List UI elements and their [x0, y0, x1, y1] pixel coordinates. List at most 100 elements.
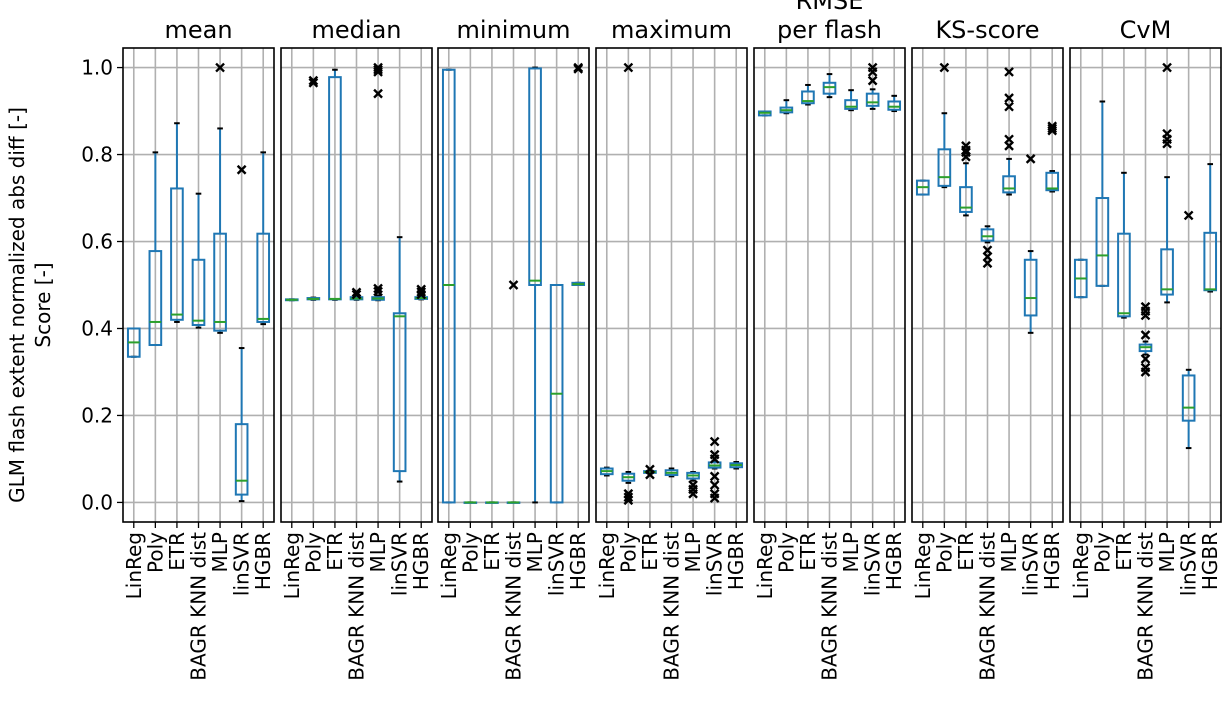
outlier-marker [1162, 62, 1172, 73]
x-tick-label: linSVR [388, 532, 412, 596]
box-iqr [1117, 232, 1131, 318]
box-iqr [256, 232, 271, 323]
outlier-marker [351, 287, 362, 298]
y-axis-label-group: GLM flash extent normalized abs diff [-]… [5, 107, 55, 503]
outlier-marker [709, 436, 720, 447]
x-tick-label: linSVR [861, 532, 885, 596]
box-bagr-knn-dist [822, 73, 837, 99]
box-hgbr [729, 460, 744, 470]
box-iqr [392, 312, 407, 473]
x-tick-label: MLP [523, 532, 547, 572]
box-linreg [441, 68, 456, 504]
x-tick-label: BAGR KNN dist [1134, 532, 1158, 681]
box-linreg [126, 327, 141, 358]
box-linsvr [234, 164, 249, 503]
box-poly [463, 501, 478, 504]
outlier-marker [1004, 93, 1014, 103]
x-tick-label: Poly [1090, 532, 1114, 573]
box-iqr [887, 100, 902, 111]
box-mlp [686, 470, 700, 499]
outlier-marker [709, 488, 720, 499]
box-linsvr [549, 284, 564, 504]
box-iqr [528, 67, 542, 286]
outlier-marker [961, 140, 971, 151]
y-axis-label-line-1: GLM flash extent normalized abs diff [-] [5, 107, 29, 503]
x-tick-label: HGBR [1040, 532, 1064, 590]
box-iqr [937, 148, 952, 187]
panel-title: CvM [1120, 16, 1172, 44]
panel-title: minimum [457, 16, 571, 44]
y-tick-label: 1.0 [81, 56, 113, 80]
outlier-marker [416, 284, 427, 295]
x-tick-label: Poly [143, 532, 167, 573]
outlier-marker [623, 488, 634, 499]
box-linsvr [1023, 154, 1038, 334]
box-poly [621, 62, 636, 506]
x-tick-label: linSVR [703, 532, 727, 596]
x-tick-label: BAGR KNN dist [345, 532, 369, 681]
x-tick-label: MLP [366, 532, 390, 572]
x-tick-label: ETR [638, 532, 662, 571]
box-poly [779, 99, 794, 115]
box-iqr [959, 186, 973, 213]
x-tick-label: ETR [323, 532, 347, 571]
box-etr [328, 68, 342, 301]
x-tick-label: linSVR [230, 532, 254, 596]
x-tick-label: MLP [208, 532, 232, 572]
box-poly [148, 151, 163, 347]
x-tick-label: HGBR [724, 532, 748, 590]
box-mlp [1002, 67, 1016, 196]
panel-title: per flash [777, 16, 882, 44]
box-bagr-knn-dist [506, 280, 521, 504]
box-poly [937, 62, 952, 189]
x-tick-label: linSVR [545, 532, 569, 596]
box-hgbr [571, 62, 586, 286]
outlier-marker [373, 286, 383, 297]
outlier-marker [308, 77, 319, 88]
box-iqr [191, 258, 206, 327]
x-tick-label: HGBR [409, 532, 433, 590]
box-iqr [1023, 258, 1038, 317]
box-etr [643, 464, 657, 480]
outlier-marker [351, 289, 362, 300]
box-mlp [371, 62, 385, 302]
x-tick-label: HGBR [882, 532, 906, 590]
box-linreg [599, 466, 614, 477]
x-tick-label: Poly [932, 532, 956, 573]
x-tick-label: linSVR [1019, 532, 1043, 596]
outlier-marker [373, 64, 383, 75]
box-linsvr [392, 236, 407, 483]
box-iqr [170, 187, 184, 321]
panel-title: maximum [611, 16, 732, 44]
box-iqr [1002, 175, 1016, 194]
x-tick-label: ETR [796, 532, 820, 571]
outlier-marker [1004, 67, 1014, 77]
box-mlp [844, 89, 858, 112]
x-tick-label: BAGR KNN dist [976, 532, 1000, 681]
x-tick-label: Poly [458, 532, 482, 573]
x-tick-label: MLP [681, 532, 705, 572]
outlier-marker [1004, 101, 1014, 112]
box-bagr-knn-dist [980, 225, 995, 269]
outlier-marker [1183, 210, 1194, 221]
x-tick-label: MLP [839, 532, 863, 572]
y-axis-ticks: 0.0 0.2 0.4 0.6 0.8 1.0 [81, 56, 123, 514]
box-linreg [915, 179, 930, 196]
outlier-marker [1140, 330, 1151, 340]
box-hgbr [256, 151, 271, 326]
box-iqr [148, 250, 163, 347]
box-iqr [1160, 248, 1174, 296]
outlier-marker [867, 62, 878, 73]
x-tick-label: ETR [480, 532, 504, 571]
box-iqr [1181, 374, 1196, 422]
outlier-marker [1047, 121, 1058, 132]
box-iqr [865, 92, 880, 107]
outlier-marker [1025, 154, 1036, 164]
x-tick-label: ETR [165, 532, 189, 571]
